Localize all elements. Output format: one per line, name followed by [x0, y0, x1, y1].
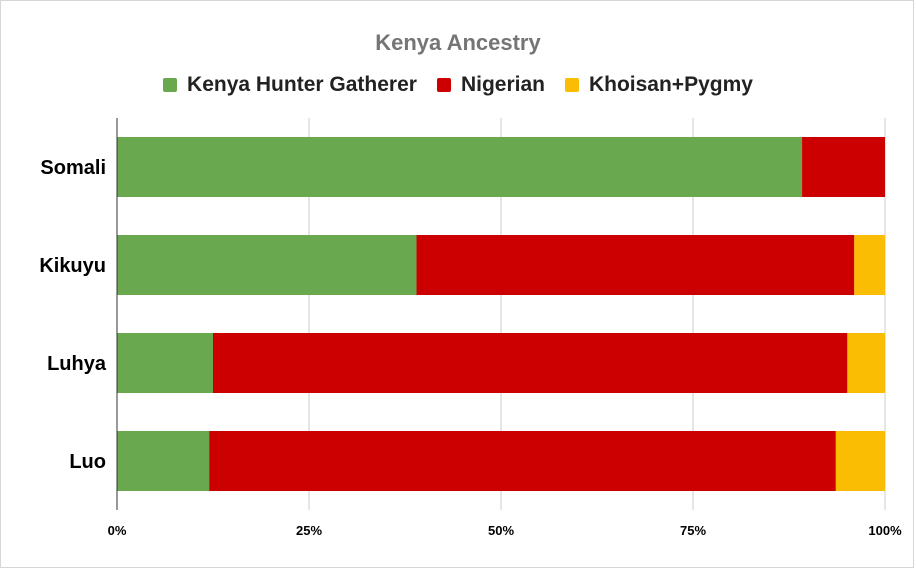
- x-tick-label-4: 100%: [868, 523, 902, 538]
- bar-kikuyu-0[interactable]: [117, 235, 417, 295]
- category-labels: Somali Kikuyu Luhya Luo: [39, 157, 107, 473]
- chart-title: Kenya Ancestry: [375, 30, 541, 55]
- bar-luhya-2[interactable]: [847, 333, 885, 393]
- bar-somali-1[interactable]: [802, 137, 885, 197]
- x-tick-label-3: 75%: [680, 523, 706, 538]
- legend-item-1[interactable]: Nigerian: [436, 73, 545, 97]
- x-tick-label-2: 50%: [488, 523, 514, 538]
- bars: [117, 137, 885, 491]
- legend-label-0: Kenya Hunter Gatherer: [187, 73, 417, 96]
- chart-legend: Kenya Hunter Gatherer Nigerian Khoisan+P…: [0, 73, 916, 97]
- x-tick-labels: 0% 25% 50% 75% 100%: [108, 523, 902, 538]
- category-label-2: Luhya: [47, 353, 107, 375]
- bar-luhya-0[interactable]: [117, 333, 213, 393]
- bar-luo-0[interactable]: [117, 431, 210, 491]
- bar-somali-0[interactable]: [117, 137, 803, 197]
- category-label-3: Luo: [69, 451, 106, 473]
- x-tick-label-0: 0%: [108, 523, 127, 538]
- legend-label-2: Khoisan+Pygmy: [588, 73, 753, 96]
- legend-swatch-1: [436, 78, 451, 92]
- legend-item-0[interactable]: Kenya Hunter Gatherer: [163, 73, 417, 97]
- bar-kikuyu-1[interactable]: [416, 235, 855, 295]
- legend-swatch-0: [163, 78, 178, 92]
- category-label-0: Somali: [40, 157, 106, 179]
- bar-kikuyu-2[interactable]: [854, 235, 885, 295]
- x-tick-label-1: 25%: [296, 523, 322, 538]
- legend-label-1: Nigerian: [460, 73, 545, 96]
- legend-swatch-2: [564, 78, 579, 92]
- category-label-1: Kikuyu: [39, 255, 106, 277]
- bar-luo-2[interactable]: [835, 431, 885, 491]
- legend-item-2[interactable]: Khoisan+Pygmy: [564, 73, 753, 97]
- bar-luo-1[interactable]: [209, 431, 836, 491]
- bar-luhya-1[interactable]: [213, 333, 848, 393]
